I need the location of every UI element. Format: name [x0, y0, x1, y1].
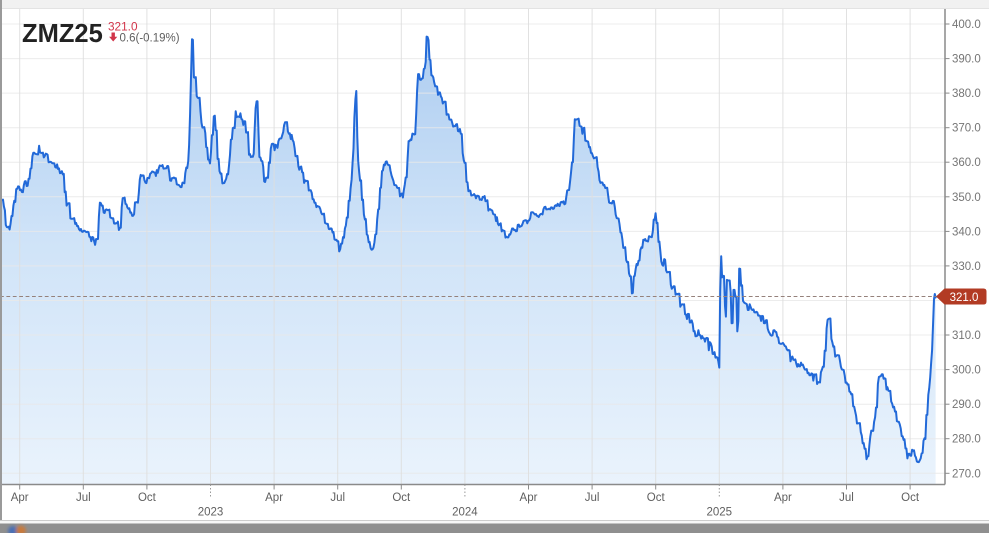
svg-text:2023: 2023 — [198, 507, 224, 519]
svg-text:280.0: 280.0 — [952, 434, 981, 446]
svg-text:Jul: Jul — [330, 492, 345, 504]
svg-text:Oct: Oct — [138, 492, 157, 504]
svg-text:310.0: 310.0 — [952, 330, 981, 342]
svg-text:300.0: 300.0 — [952, 365, 981, 377]
svg-text:2024: 2024 — [452, 507, 478, 519]
svg-text:Jul: Jul — [585, 492, 600, 504]
svg-text:360.0: 360.0 — [952, 157, 981, 169]
svg-text:Apr: Apr — [11, 492, 29, 504]
svg-text:270.0: 270.0 — [952, 468, 981, 480]
svg-text:390.0: 390.0 — [952, 54, 981, 66]
svg-text:0.6(-0.19%): 0.6(-0.19%) — [120, 33, 180, 45]
svg-text:340.0: 340.0 — [952, 226, 981, 238]
svg-text:Apr: Apr — [265, 492, 283, 504]
svg-text:Oct: Oct — [647, 492, 666, 504]
svg-text:321.0: 321.0 — [950, 292, 979, 304]
svg-text:Oct: Oct — [901, 492, 920, 504]
svg-text:Apr: Apr — [774, 492, 792, 504]
svg-text:Apr: Apr — [520, 492, 538, 504]
svg-text:400.0: 400.0 — [952, 19, 981, 31]
svg-text:ZMZ25: ZMZ25 — [22, 20, 103, 48]
svg-text:350.0: 350.0 — [952, 192, 981, 204]
svg-text:290.0: 290.0 — [952, 399, 981, 411]
svg-text:370.0: 370.0 — [952, 123, 981, 135]
svg-text:Oct: Oct — [392, 492, 411, 504]
svg-text:330.0: 330.0 — [952, 261, 981, 273]
svg-text:Jul: Jul — [839, 492, 854, 504]
svg-text:Jul: Jul — [76, 492, 91, 504]
svg-text:2025: 2025 — [707, 507, 733, 519]
svg-text:321.0: 321.0 — [108, 20, 138, 34]
svg-text:380.0: 380.0 — [952, 88, 981, 100]
